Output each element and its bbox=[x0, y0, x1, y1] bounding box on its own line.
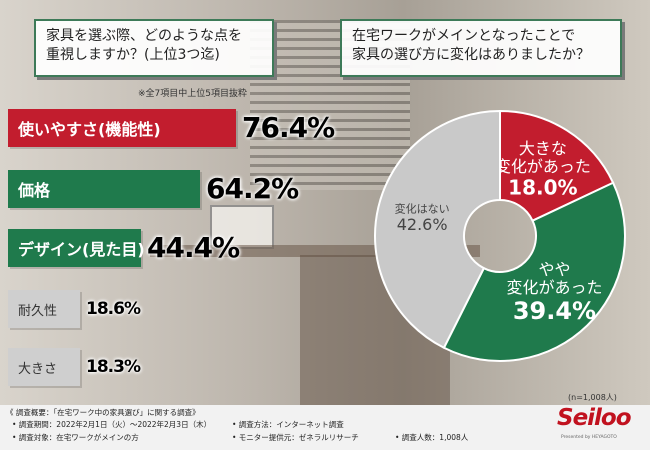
footer-target: • 調査対象：在宅ワークがメインの方 bbox=[12, 433, 139, 442]
bar-durability: 耐久性 bbox=[8, 290, 80, 328]
slice-no-change-label-0: 変化はない bbox=[395, 201, 450, 215]
question-right-box: 在宅ワークがメインとなったことで 家具の選び方に変化はありましたか？ bbox=[340, 19, 622, 77]
seiloo-logo-sub: Presented by HEYAGOTO bbox=[561, 435, 617, 440]
bar-value-price: 64.2% bbox=[206, 172, 299, 205]
bar-label-price: 価格 bbox=[18, 181, 51, 200]
bar-price: 価格 bbox=[8, 170, 200, 208]
slice-big-change-label-1: 変化があった bbox=[495, 157, 591, 176]
question-left-text: 家具を選ぶ際、どのような点を 重視しますか？(上位3つ迄) bbox=[46, 28, 242, 63]
question-left-box: 家具を選ぶ際、どのような点を 重視しますか？(上位3つ迄) bbox=[34, 19, 274, 77]
slice-big-change-label-0: 大きな bbox=[519, 139, 567, 158]
slice-no-change-label-1: 42.6% bbox=[397, 215, 448, 234]
footer-period: • 調査期間：2022年2月1日（火）〜2022年2月3日（木） bbox=[12, 420, 212, 429]
footer-title: 《 調査概要：「在宅ワーク中の家具選び」に関する調査》 bbox=[6, 408, 200, 417]
bar-label-design: デザイン(見た目) bbox=[18, 240, 145, 259]
survey-footer: 《 調査概要：「在宅ワーク中の家具選び」に関する調査》 • 調査期間：2022年… bbox=[0, 405, 650, 450]
footer-provider: • モニター提供元：ゼネラルリサーチ bbox=[232, 433, 359, 442]
question-right-text: 在宅ワークがメインとなったことで 家具の選び方に変化はありましたか？ bbox=[352, 28, 590, 63]
slice-big-change bbox=[499, 109, 615, 223]
slice-some-change-label-1: 変化があった bbox=[506, 278, 602, 297]
bar-design: デザイン(見た目) bbox=[8, 229, 145, 267]
bar-label-durability: 耐久性 bbox=[18, 303, 58, 319]
slice-big-change-label-2: 18.0% bbox=[508, 175, 577, 199]
bar-label-usability: 使いやすさ(機能性) bbox=[18, 120, 161, 139]
bar-value-durability: 18.6% bbox=[86, 299, 141, 319]
top5-note: ※全7項目中上位5項目抜粋 bbox=[138, 89, 247, 99]
bar-size: 大きさ bbox=[8, 348, 80, 386]
seiloo-logo: Seiloo bbox=[557, 405, 632, 431]
bar-value-usability: 76.4% bbox=[242, 111, 335, 144]
bar-usability: 使いやすさ(機能性) bbox=[8, 109, 236, 147]
slice-some-change bbox=[442, 181, 626, 362]
slice-some-change-label-2: 39.4% bbox=[513, 297, 596, 325]
bar-value-design: 44.4% bbox=[147, 231, 240, 264]
slice-some-change-label-0: やや bbox=[538, 260, 570, 279]
footer-method: • 調査方法：インターネット調査 bbox=[232, 420, 344, 429]
bar-value-size: 18.3% bbox=[86, 357, 141, 377]
footer-count: • 調査人数：1,008人 bbox=[395, 433, 469, 442]
slice-no-change bbox=[374, 109, 501, 350]
bar-label-size: 大きさ bbox=[18, 361, 58, 377]
sample-size-note: (n=1,008人) bbox=[568, 393, 617, 402]
